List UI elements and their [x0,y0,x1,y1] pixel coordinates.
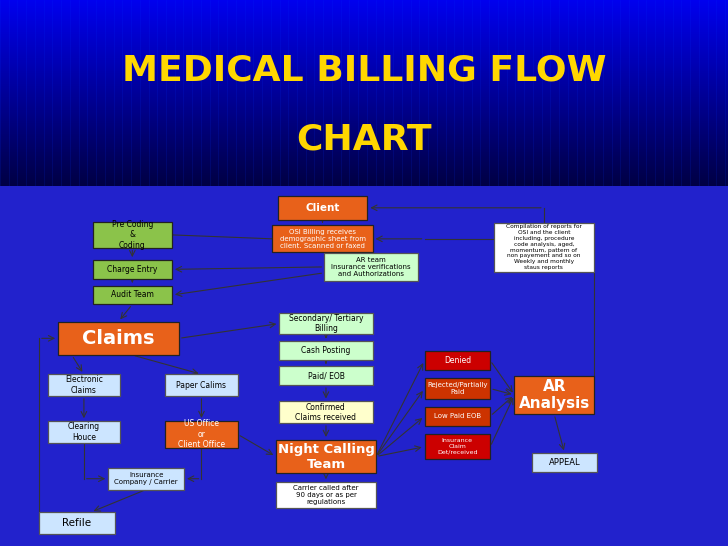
FancyBboxPatch shape [108,468,184,490]
Text: Insurance
Claim
Det/received: Insurance Claim Det/received [437,438,478,455]
FancyBboxPatch shape [280,341,373,360]
FancyBboxPatch shape [277,196,368,219]
Text: CHART: CHART [296,122,432,156]
FancyBboxPatch shape [272,225,373,252]
Text: Paid/ EOB: Paid/ EOB [307,371,344,380]
Text: Low Paid EOB: Low Paid EOB [434,413,481,419]
Text: Compilation of reports for
OSI and the client
including, procedure
code analysis: Compilation of reports for OSI and the c… [506,224,582,270]
FancyBboxPatch shape [280,313,373,334]
Text: Cash Posting: Cash Posting [301,346,351,355]
FancyBboxPatch shape [515,376,594,414]
FancyBboxPatch shape [58,322,179,355]
FancyBboxPatch shape [280,366,373,385]
FancyBboxPatch shape [280,401,373,423]
Text: Secondary/ Tertiary
Billing: Secondary/ Tertiary Billing [289,314,363,333]
Text: Rejected/Partially
Paid: Rejected/Partially Paid [427,382,488,395]
Text: Claims: Claims [82,329,155,348]
FancyBboxPatch shape [324,253,418,281]
Text: Refile: Refile [63,518,92,528]
Text: Pre Coding
&
Coding: Pre Coding & Coding [111,220,153,250]
FancyBboxPatch shape [424,407,490,425]
FancyBboxPatch shape [276,440,376,473]
Text: Electronic
Claims: Electronic Claims [65,376,103,395]
FancyBboxPatch shape [531,453,598,472]
Text: APPEAL: APPEAL [549,458,580,467]
Text: Confirmed
Claims received: Confirmed Claims received [296,402,357,422]
Text: Night Calling
Team: Night Calling Team [277,443,374,471]
Text: OSI Billing receives
demographic sheet from
client. Scanned or faxed: OSI Billing receives demographic sheet f… [280,229,365,249]
Text: Paper Calims: Paper Calims [176,381,226,390]
FancyBboxPatch shape [424,351,490,370]
FancyBboxPatch shape [276,482,376,508]
Text: Carrier called after
90 days or as per
regulations: Carrier called after 90 days or as per r… [293,485,359,505]
FancyBboxPatch shape [92,260,172,278]
FancyBboxPatch shape [47,375,120,396]
FancyBboxPatch shape [92,222,172,248]
Text: Charge Entry: Charge Entry [107,265,157,274]
Text: MEDICAL BILLING FLOW: MEDICAL BILLING FLOW [122,54,606,87]
Text: Denied: Denied [444,356,471,365]
Text: US Office
or
Client Office: US Office or Client Office [178,419,225,449]
FancyBboxPatch shape [47,421,120,443]
FancyBboxPatch shape [424,435,490,459]
FancyBboxPatch shape [424,378,490,400]
FancyBboxPatch shape [39,512,115,534]
FancyBboxPatch shape [494,223,594,272]
FancyBboxPatch shape [165,375,238,396]
Text: Client: Client [305,203,340,213]
Text: AR team
Insurance verifications
and Authorizations: AR team Insurance verifications and Auth… [331,257,411,277]
Text: Audit Team: Audit Team [111,290,154,300]
Text: AR
Analysis: AR Analysis [518,379,590,411]
Text: Insurance
Company / Carrier: Insurance Company / Carrier [114,472,178,485]
FancyBboxPatch shape [165,421,238,448]
FancyBboxPatch shape [92,286,172,304]
Text: Clearing
Houce: Clearing Houce [68,422,100,442]
